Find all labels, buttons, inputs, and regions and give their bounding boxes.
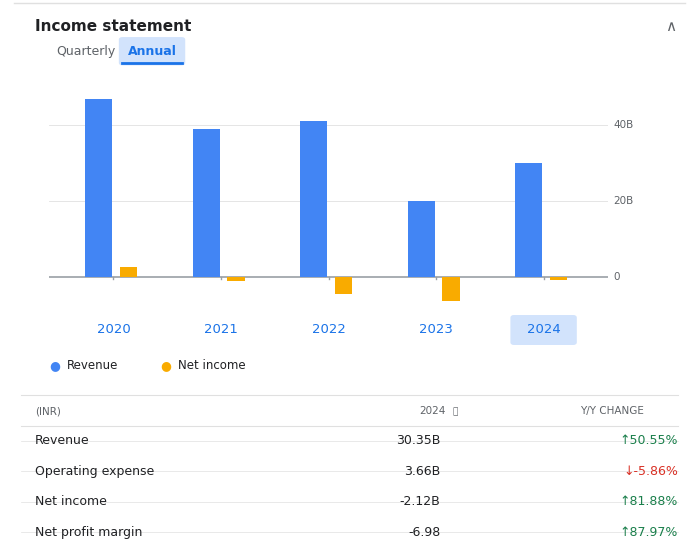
Text: ↑81.88%: ↑81.88% <box>619 495 678 508</box>
Bar <box>442 276 460 301</box>
Text: -6.98: -6.98 <box>408 526 440 539</box>
Text: 30.35B: 30.35B <box>396 434 440 447</box>
Text: 2023: 2023 <box>419 323 453 336</box>
Text: 20B: 20B <box>614 196 634 206</box>
Text: 0: 0 <box>614 271 620 282</box>
Text: ∧: ∧ <box>665 19 677 34</box>
Text: 40B: 40B <box>614 120 634 130</box>
Text: -2.12B: -2.12B <box>400 495 440 508</box>
Text: 2020: 2020 <box>96 323 130 336</box>
Bar <box>301 122 327 276</box>
Text: Revenue: Revenue <box>35 434 89 447</box>
Text: ⓘ: ⓘ <box>453 407 459 416</box>
Text: Annual: Annual <box>128 45 176 58</box>
Bar <box>193 129 219 276</box>
Text: Quarterly: Quarterly <box>56 45 115 58</box>
Text: Net income: Net income <box>35 495 107 508</box>
Text: (INR): (INR) <box>35 407 61 416</box>
Bar <box>549 276 567 280</box>
Text: 2024: 2024 <box>419 407 446 416</box>
Text: Revenue: Revenue <box>66 359 117 372</box>
Text: ↑50.55%: ↑50.55% <box>619 434 678 447</box>
Text: Income statement: Income statement <box>35 19 192 34</box>
Bar <box>335 276 352 294</box>
Text: Y/Y CHANGE: Y/Y CHANGE <box>580 407 644 416</box>
Text: ↑87.97%: ↑87.97% <box>619 526 678 539</box>
Bar <box>85 99 112 276</box>
Text: 2022: 2022 <box>312 323 345 336</box>
Bar <box>120 267 137 276</box>
Text: 2021: 2021 <box>204 323 238 336</box>
Bar <box>408 201 435 276</box>
Text: Operating expense: Operating expense <box>35 465 154 478</box>
Text: Net profit margin: Net profit margin <box>35 526 143 539</box>
Text: Net income: Net income <box>178 359 246 372</box>
Bar <box>515 163 542 276</box>
Text: 3.66B: 3.66B <box>404 465 440 478</box>
Text: 2024: 2024 <box>527 323 561 336</box>
Text: ↓-5.86%: ↓-5.86% <box>623 465 678 478</box>
Text: ●: ● <box>161 359 172 372</box>
Text: ●: ● <box>49 359 60 372</box>
Bar <box>227 276 245 281</box>
